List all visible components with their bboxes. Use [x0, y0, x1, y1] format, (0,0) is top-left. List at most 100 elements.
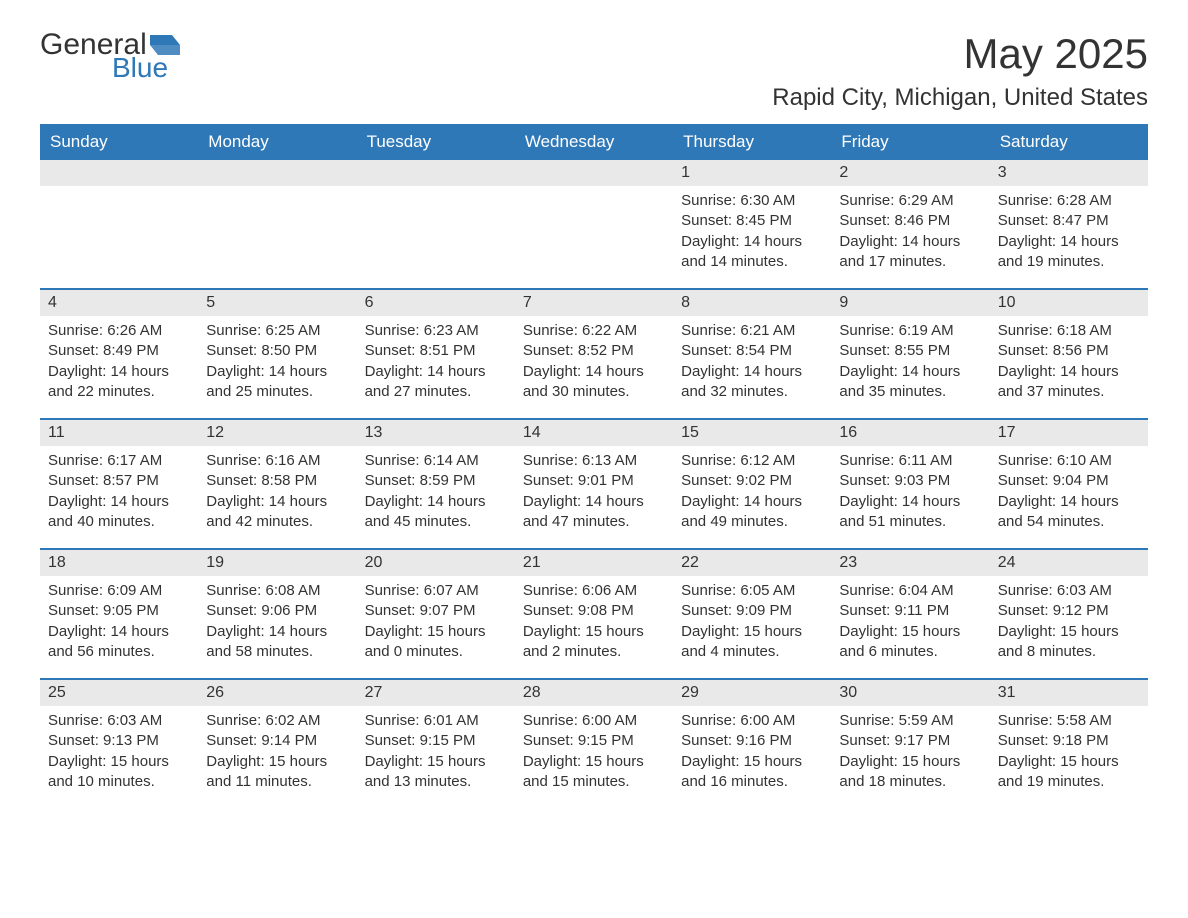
daylight-text: Daylight: 14 hours and 40 minutes.: [48, 492, 190, 533]
date-number: 7: [515, 290, 673, 316]
daylight-text: Daylight: 15 hours and 10 minutes.: [48, 752, 190, 793]
sunset-text: Sunset: 9:03 PM: [839, 471, 981, 491]
calendar-cell: 23Sunrise: 6:04 AMSunset: 9:11 PMDayligh…: [831, 550, 989, 678]
sunset-text: Sunset: 9:02 PM: [681, 471, 823, 491]
cell-body: Sunrise: 6:22 AMSunset: 8:52 PMDaylight:…: [515, 316, 673, 402]
cell-body: Sunrise: 6:19 AMSunset: 8:55 PMDaylight:…: [831, 316, 989, 402]
sunset-text: Sunset: 9:11 PM: [839, 601, 981, 621]
cell-body: Sunrise: 6:21 AMSunset: 8:54 PMDaylight:…: [673, 316, 831, 402]
date-number: 24: [990, 550, 1148, 576]
calendar-cell: 20Sunrise: 6:07 AMSunset: 9:07 PMDayligh…: [357, 550, 515, 678]
sunset-text: Sunset: 9:14 PM: [206, 731, 348, 751]
cell-body: Sunrise: 6:00 AMSunset: 9:15 PMDaylight:…: [515, 706, 673, 792]
cell-body: Sunrise: 6:11 AMSunset: 9:03 PMDaylight:…: [831, 446, 989, 532]
cell-body: Sunrise: 6:03 AMSunset: 9:13 PMDaylight:…: [40, 706, 198, 792]
daylight-text: Daylight: 14 hours and 25 minutes.: [206, 362, 348, 403]
sunrise-text: Sunrise: 6:10 AM: [998, 451, 1140, 471]
cell-body: Sunrise: 6:03 AMSunset: 9:12 PMDaylight:…: [990, 576, 1148, 662]
cell-body: Sunrise: 6:28 AMSunset: 8:47 PMDaylight:…: [990, 186, 1148, 272]
sunrise-text: Sunrise: 6:14 AM: [365, 451, 507, 471]
sunset-text: Sunset: 9:01 PM: [523, 471, 665, 491]
calendar-cell: 31Sunrise: 5:58 AMSunset: 9:18 PMDayligh…: [990, 680, 1148, 808]
sunset-text: Sunset: 9:12 PM: [998, 601, 1140, 621]
sunrise-text: Sunrise: 6:19 AM: [839, 321, 981, 341]
logo: General Blue: [40, 30, 180, 82]
date-number: 22: [673, 550, 831, 576]
sunrise-text: Sunrise: 6:09 AM: [48, 581, 190, 601]
sunrise-text: Sunrise: 5:58 AM: [998, 711, 1140, 731]
month-title: May 2025: [772, 30, 1148, 78]
sunset-text: Sunset: 9:04 PM: [998, 471, 1140, 491]
date-number: [515, 160, 673, 186]
calendar-cell: 16Sunrise: 6:11 AMSunset: 9:03 PMDayligh…: [831, 420, 989, 548]
date-number: 19: [198, 550, 356, 576]
calendar-cell: 10Sunrise: 6:18 AMSunset: 8:56 PMDayligh…: [990, 290, 1148, 418]
week-row: 11Sunrise: 6:17 AMSunset: 8:57 PMDayligh…: [40, 418, 1148, 548]
sunrise-text: Sunrise: 6:06 AM: [523, 581, 665, 601]
cell-body: Sunrise: 6:13 AMSunset: 9:01 PMDaylight:…: [515, 446, 673, 532]
cell-body: Sunrise: 5:58 AMSunset: 9:18 PMDaylight:…: [990, 706, 1148, 792]
date-number: 20: [357, 550, 515, 576]
sunset-text: Sunset: 9:09 PM: [681, 601, 823, 621]
calendar-cell: 27Sunrise: 6:01 AMSunset: 9:15 PMDayligh…: [357, 680, 515, 808]
day-header: Saturday: [990, 124, 1148, 160]
daylight-text: Daylight: 15 hours and 19 minutes.: [998, 752, 1140, 793]
cell-body: Sunrise: 6:16 AMSunset: 8:58 PMDaylight:…: [198, 446, 356, 532]
calendar-cell: 28Sunrise: 6:00 AMSunset: 9:15 PMDayligh…: [515, 680, 673, 808]
cell-body: Sunrise: 6:23 AMSunset: 8:51 PMDaylight:…: [357, 316, 515, 402]
daylight-text: Daylight: 14 hours and 45 minutes.: [365, 492, 507, 533]
logo-text-blue: Blue: [112, 54, 180, 82]
sunset-text: Sunset: 8:54 PM: [681, 341, 823, 361]
daylight-text: Daylight: 15 hours and 16 minutes.: [681, 752, 823, 793]
calendar-cell: 29Sunrise: 6:00 AMSunset: 9:16 PMDayligh…: [673, 680, 831, 808]
sunrise-text: Sunrise: 6:04 AM: [839, 581, 981, 601]
date-number: 30: [831, 680, 989, 706]
daylight-text: Daylight: 14 hours and 17 minutes.: [839, 232, 981, 273]
daylight-text: Daylight: 14 hours and 49 minutes.: [681, 492, 823, 533]
date-number: 13: [357, 420, 515, 446]
calendar-cell: 2Sunrise: 6:29 AMSunset: 8:46 PMDaylight…: [831, 160, 989, 288]
sunset-text: Sunset: 8:46 PM: [839, 211, 981, 231]
cell-body: Sunrise: 6:14 AMSunset: 8:59 PMDaylight:…: [357, 446, 515, 532]
sunset-text: Sunset: 9:13 PM: [48, 731, 190, 751]
week-row: 4Sunrise: 6:26 AMSunset: 8:49 PMDaylight…: [40, 288, 1148, 418]
date-number: 17: [990, 420, 1148, 446]
sunrise-text: Sunrise: 6:25 AM: [206, 321, 348, 341]
calendar-cell: [40, 160, 198, 288]
sunset-text: Sunset: 9:06 PM: [206, 601, 348, 621]
date-number: 25: [40, 680, 198, 706]
calendar-cell: 11Sunrise: 6:17 AMSunset: 8:57 PMDayligh…: [40, 420, 198, 548]
date-number: 8: [673, 290, 831, 316]
calendar-cell: 30Sunrise: 5:59 AMSunset: 9:17 PMDayligh…: [831, 680, 989, 808]
date-number: 29: [673, 680, 831, 706]
daylight-text: Daylight: 14 hours and 58 minutes.: [206, 622, 348, 663]
sunset-text: Sunset: 8:58 PM: [206, 471, 348, 491]
calendar-cell: 9Sunrise: 6:19 AMSunset: 8:55 PMDaylight…: [831, 290, 989, 418]
daylight-text: Daylight: 14 hours and 27 minutes.: [365, 362, 507, 403]
date-number: 26: [198, 680, 356, 706]
cell-body: Sunrise: 6:04 AMSunset: 9:11 PMDaylight:…: [831, 576, 989, 662]
sunset-text: Sunset: 8:50 PM: [206, 341, 348, 361]
calendar-cell: 8Sunrise: 6:21 AMSunset: 8:54 PMDaylight…: [673, 290, 831, 418]
day-header: Friday: [831, 124, 989, 160]
date-number: 18: [40, 550, 198, 576]
date-number: 23: [831, 550, 989, 576]
sunset-text: Sunset: 9:08 PM: [523, 601, 665, 621]
daylight-text: Daylight: 15 hours and 2 minutes.: [523, 622, 665, 663]
sunset-text: Sunset: 9:15 PM: [523, 731, 665, 751]
sunrise-text: Sunrise: 6:03 AM: [998, 581, 1140, 601]
calendar-cell: 15Sunrise: 6:12 AMSunset: 9:02 PMDayligh…: [673, 420, 831, 548]
calendar-cell: [198, 160, 356, 288]
date-number: 2: [831, 160, 989, 186]
sunrise-text: Sunrise: 6:08 AM: [206, 581, 348, 601]
daylight-text: Daylight: 14 hours and 42 minutes.: [206, 492, 348, 533]
week-row: 25Sunrise: 6:03 AMSunset: 9:13 PMDayligh…: [40, 678, 1148, 808]
sunset-text: Sunset: 8:51 PM: [365, 341, 507, 361]
sunrise-text: Sunrise: 6:03 AM: [48, 711, 190, 731]
daylight-text: Daylight: 14 hours and 19 minutes.: [998, 232, 1140, 273]
cell-body: Sunrise: 6:29 AMSunset: 8:46 PMDaylight:…: [831, 186, 989, 272]
calendar-cell: 22Sunrise: 6:05 AMSunset: 9:09 PMDayligh…: [673, 550, 831, 678]
cell-body: Sunrise: 6:12 AMSunset: 9:02 PMDaylight:…: [673, 446, 831, 532]
sunrise-text: Sunrise: 5:59 AM: [839, 711, 981, 731]
sunset-text: Sunset: 8:47 PM: [998, 211, 1140, 231]
